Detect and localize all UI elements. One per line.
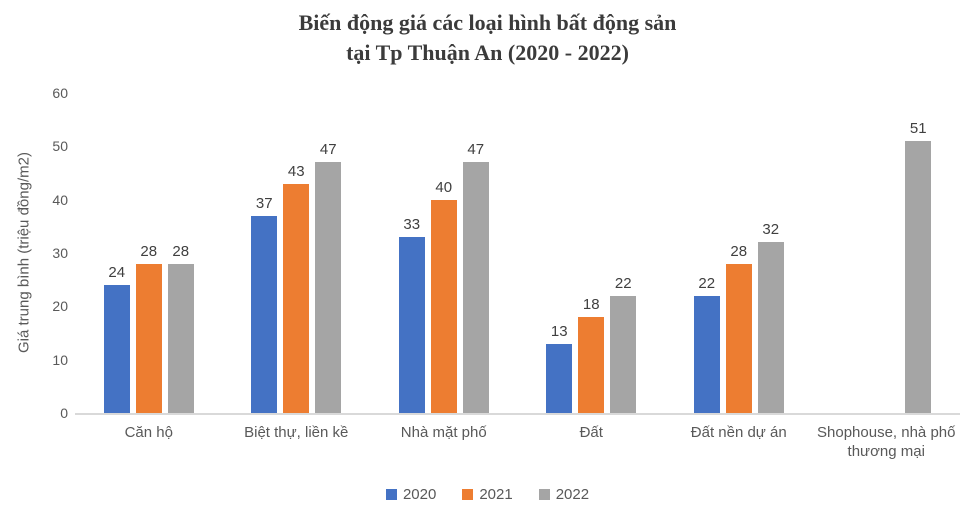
bar-value-label: 13 xyxy=(550,322,568,340)
bar-2020: 13 xyxy=(546,323,573,413)
category-label: Nhà mặt phố xyxy=(400,424,487,441)
bar-2021: 28 xyxy=(135,243,162,413)
bar-value-label: 37 xyxy=(255,194,273,212)
y-tick-label: 20 xyxy=(52,298,68,315)
bar-group: 22 28 32 xyxy=(665,93,813,413)
bar-2020: 37 xyxy=(251,195,278,413)
bar-value-label: 22 xyxy=(614,274,632,292)
bar-2020: 24 xyxy=(103,264,130,413)
bar-2020: 33 xyxy=(398,216,425,413)
bar-2022: 51 xyxy=(905,120,932,413)
bar-value-label: 51 xyxy=(909,120,927,137)
category-label: Shophouse, nhà phố thương mại xyxy=(817,424,956,460)
chart-title-line2: tại Tp Thuận An (2020 - 2022) xyxy=(346,40,629,65)
legend: 2020 2021 2022 xyxy=(0,486,975,503)
bar-2020: 22 xyxy=(693,275,720,413)
bar-2022: 32 xyxy=(757,221,784,413)
category-label: Đất xyxy=(579,424,603,441)
bar-2021: 43 xyxy=(283,163,310,413)
bar-value-label: 33 xyxy=(403,216,421,233)
bar-value-label: 28 xyxy=(172,242,190,260)
y-axis-ticks: 0 10 20 30 40 50 60 xyxy=(34,85,68,421)
plot-area: 24 28 28 37 43 47 33 40 47 13 18 22 22 28 32 51 xyxy=(75,93,960,415)
y-tick-label: 40 xyxy=(52,191,68,208)
y-tick-label: 0 xyxy=(60,405,68,421)
bar-group: 33 40 47 xyxy=(370,93,518,413)
bar-value-label: 28 xyxy=(140,242,158,260)
legend-label: 2020 xyxy=(402,486,437,503)
bar-2021: 18 xyxy=(578,296,605,413)
bar-2021: 28 xyxy=(725,243,752,413)
bar-value-label: 47 xyxy=(467,141,485,159)
bar-value-label: 47 xyxy=(319,141,337,159)
y-tick-label: 60 xyxy=(52,85,68,101)
bar-value-label: 18 xyxy=(582,296,600,313)
bar-2022: 22 xyxy=(610,275,637,413)
bar-value-label: 24 xyxy=(108,264,126,281)
legend-item-2020: 2020 xyxy=(385,486,437,503)
bar-group: 24 28 28 xyxy=(75,93,223,413)
category-label: Căn hộ xyxy=(124,424,173,441)
y-axis-title: Giá trung bình (triệu đồng/m2) xyxy=(15,152,33,354)
bar-group: 13 18 22 xyxy=(518,93,666,413)
x-axis-category-labels: Căn hộ Biệt thự, liền kề Nhà mặt phố Đất Đất… xyxy=(75,423,960,461)
legend-label: 2022 xyxy=(555,486,590,503)
bar-value-label: 22 xyxy=(698,274,716,292)
chart-title-line1: Biến động giá các loại hình bất động sản xyxy=(298,10,677,35)
bar-2022: 47 xyxy=(462,141,489,413)
y-tick-label: 10 xyxy=(52,351,68,368)
bar-group: 37 43 47 xyxy=(223,93,371,413)
bar-2021: 40 xyxy=(430,179,457,413)
bar-2022: 47 xyxy=(315,141,342,413)
y-tick-label: 30 xyxy=(52,245,68,261)
bar-2022: 28 xyxy=(167,243,194,413)
legend-swatch-icon xyxy=(538,489,550,500)
y-tick-label: 50 xyxy=(52,138,68,155)
bar-value-label: 32 xyxy=(762,221,780,239)
legend-swatch-icon xyxy=(462,489,474,500)
bar-value-label: 28 xyxy=(730,242,748,260)
legend-swatch-icon xyxy=(385,489,397,500)
bar-value-label: 40 xyxy=(435,178,453,196)
category-label: Biệt thự, liền kề xyxy=(244,424,349,441)
legend-label: 2021 xyxy=(479,486,513,503)
legend-item-2022: 2022 xyxy=(538,486,590,503)
bar-value-label: 43 xyxy=(287,162,305,180)
chart-title: Biến động giá các loại hình bất động sản… xyxy=(0,8,975,68)
category-label: Đất nền dự án xyxy=(690,424,787,441)
bar-group: 51 xyxy=(813,93,961,413)
legend-item-2021: 2021 xyxy=(462,486,513,503)
